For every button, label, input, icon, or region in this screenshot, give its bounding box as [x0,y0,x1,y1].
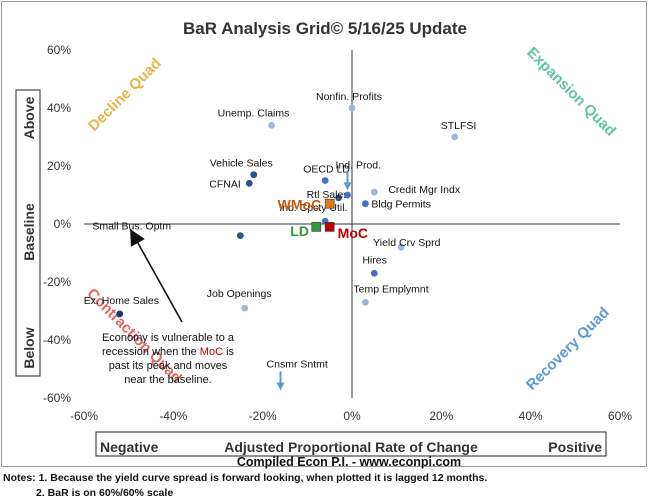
point-label-yield-crv-sprd: Yield Crv Sprd [373,237,440,249]
y-label-box [15,89,41,377]
data-point-credit-mgr-indx [370,188,378,196]
annotation-line-4: near the baseline. [124,374,211,386]
note-line-1: Notes: 1. Because the yield curve spread… [3,472,488,484]
x-tick-label: -40% [159,409,187,423]
marker-label-moc: MoC [338,225,368,241]
marker-label-ld: LD [290,223,309,239]
annotation-arrow [130,229,183,323]
x-tick-label: 0% [343,409,361,423]
data-point-vehicle-sales [250,171,258,179]
data-point-rtl-sales [335,194,342,202]
annotation-line-2: recession when the MoC is [102,346,235,358]
arrow-head-ind-prod [343,182,352,191]
point-label-rtl-sales: Rtl Sales [307,189,349,201]
data-point-nonfin-profits [348,104,356,112]
point-label-unemp-claims: Unemp. Claims [218,107,290,119]
point-label-cfnai: CFNAI [209,178,241,190]
y-label-above: Above [21,96,37,139]
data-point-yield-crv-sprd [397,243,405,251]
data-point-small-bus-optm [236,232,244,240]
y-tick-label: 40% [47,101,71,115]
data-point-temp-emplymnt [362,298,369,306]
annotation-line-3: past its peak and moves [109,360,228,372]
point-label-cnsmr-sntmt: Cnsmr Sntmt [267,359,328,371]
point-label-ex-home-sales: Ex. Home Sales [84,295,159,307]
data-point-cfnai [245,180,253,187]
marker-wmoc [324,198,335,209]
marker-ld [311,222,322,232]
x-tick-label: 20% [429,409,453,423]
data-point-unemp-claims [268,122,275,129]
bar-analysis-grid-chart: BaR Analysis Grid© 5/16/25 Update -60% -40… [15,19,632,469]
marker-moc [324,222,335,232]
y-tick-label: 60% [47,43,71,57]
y-tick-label: 20% [47,159,71,173]
point-label-credit-mgr-indx: Credit Mgr Indx [388,184,461,196]
point-label-stlfsi: STLFSI [441,120,477,132]
chart-frame [1,1,647,467]
point-label-vehicle-sales: Vehicle Sales [210,158,273,170]
point-label-small-bus-optm: Small Bus. Optm [92,221,171,233]
data-point-stlfsi [451,133,459,141]
y-label-baseline: Baseline [21,203,37,261]
annotation-line-1: Economy is vulnerable to a [102,332,235,344]
quadrant-label-expansion: Expansion Quad [523,44,619,140]
source-label: Compiled Econ P.I. - www.econpi.com [237,455,461,469]
quadrant-label-recovery: Recovery Quad [523,304,613,394]
x-label-center: Adjusted Proportional Rate of Change [224,439,478,455]
point-label-hires: Hires [362,254,387,266]
y-tick-label: -20% [43,275,71,289]
x-label-box [95,431,607,457]
data-point-job-openings [241,304,249,312]
data-point-bldg-permits [362,200,369,208]
x-tick-label: -20% [249,409,277,423]
x-label-right: Positive [548,439,602,455]
data-point-hires [370,269,378,277]
y-tick-label: -60% [43,391,71,405]
x-tick-label: -60% [70,409,98,423]
point-label-oecd-ld: OECD LD [303,164,350,176]
data-point-ex-home-sales [116,310,124,318]
y-tick-label: -40% [43,333,71,347]
arrow-head-cnsmr-sntmt [276,382,285,391]
point-label-bldg-permits: Bldg Permits [371,199,431,211]
point-label-temp-emplymnt: Temp Emplymnt [353,283,428,295]
data-point-unlabeled [344,191,351,199]
x-tick-label: 40% [519,409,543,423]
y-tick-label: 0% [54,217,72,231]
point-label-nonfin-profits: Nonfin. Profits [316,91,382,103]
chart-title: BaR Analysis Grid© 5/16/25 Update [183,19,467,38]
x-label-left: Negative [100,439,159,455]
point-label-ind-prod: Ind. Prod. [336,159,382,171]
quadrant-label-decline: Decline Quad [85,55,165,135]
data-point-oecd-ld [321,177,329,184]
note-line-2: 2. BaR is on 60%/60% scale [36,487,174,499]
y-label-below: Below [21,327,37,368]
x-tick-label: 60% [608,409,632,423]
point-label-job-openings: Job Openings [207,288,272,300]
marker-label-wmoc: WMoC [278,197,322,213]
